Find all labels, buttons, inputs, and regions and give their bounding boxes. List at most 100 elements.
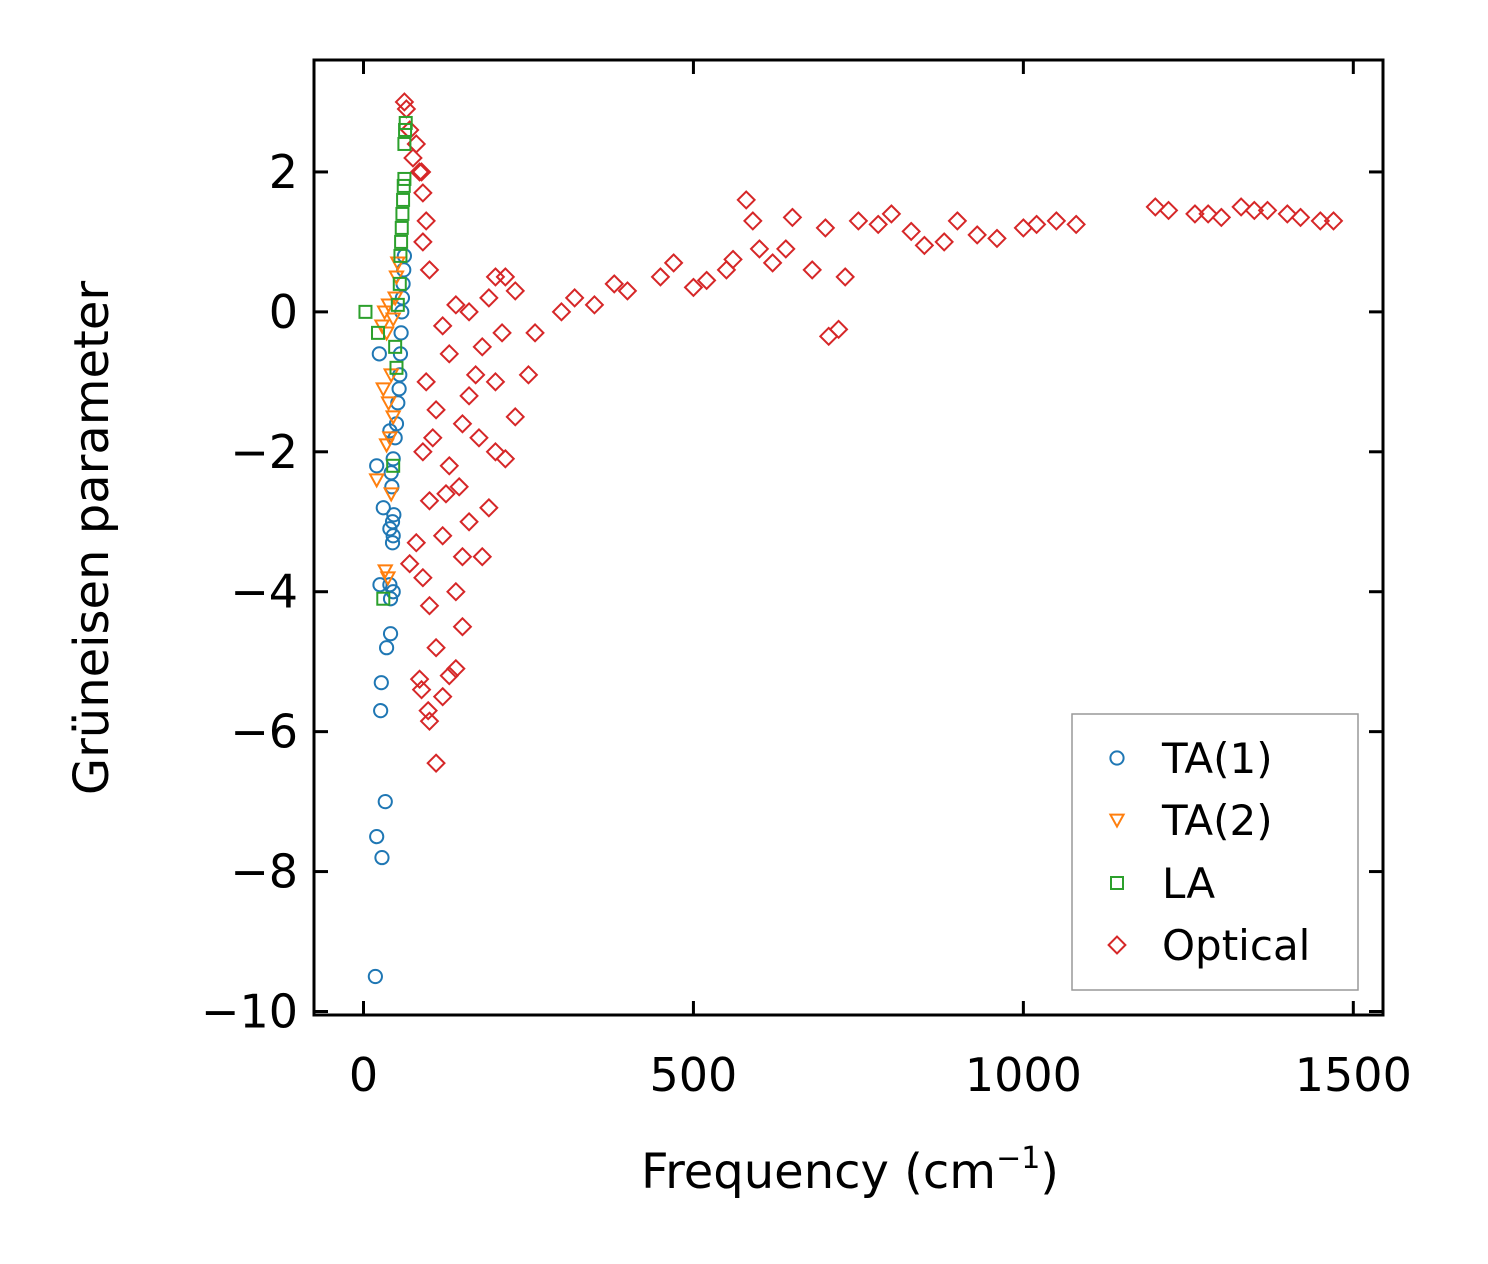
data-point [1257,200,1278,221]
data-point [386,458,401,473]
data-point [1277,204,1298,224]
x-axis-title-superscript: −1 [996,1141,1040,1176]
data-point [406,532,427,553]
data-point [1185,204,1205,224]
data-point [384,312,402,328]
data-point [411,162,432,182]
data-point [469,427,489,448]
data-point [987,228,1007,249]
data-point [495,267,516,287]
data-point [419,490,440,511]
data-point [384,535,401,551]
data-point [775,239,796,259]
data-point [934,232,954,252]
data-point [380,396,397,412]
data-point [1145,197,1166,217]
data-point [551,302,572,322]
data-point [465,365,486,385]
data-point [399,553,420,574]
data-point [419,595,440,616]
data-point [413,183,433,203]
x-axis-title-suffix: ) [1040,1144,1059,1200]
legend-markers [1107,750,1127,955]
data-point [848,211,869,231]
legend-label-optical: Optical [1162,921,1310,970]
data-point [828,319,849,340]
data-point [518,365,539,385]
legend-frame [1071,713,1359,991]
data-point [411,679,432,700]
data-point [881,204,902,224]
data-point [422,427,443,448]
data-point [393,248,408,263]
data-point [426,637,446,658]
data-point [373,703,389,719]
data-point [419,260,440,280]
data-point [439,665,460,686]
data-point [382,521,398,537]
data-point [373,675,389,691]
data-point [371,346,387,362]
y-tick-label: −6 [230,705,298,759]
data-point [868,214,889,235]
data-point [396,192,411,207]
data-point [384,410,402,426]
data-point [426,753,446,773]
data-point [967,225,987,245]
data-point [416,372,436,392]
data-point [432,525,453,546]
data-point [564,288,585,308]
y-tick-labels: 2 0 −2 −4 −6 −8 −10 [201,145,298,1039]
legend-label-ta2: TA(2) [1161,796,1273,845]
data-point [449,476,469,497]
data-point [479,497,499,518]
data-point [394,220,409,235]
legend-marker-la [1110,876,1124,890]
x-tick-label: 500 [650,1048,738,1102]
data-point [1158,200,1179,221]
legend-marker-ta-1 [1109,750,1125,766]
data-point [386,507,402,523]
data-point [446,295,466,315]
data-point [377,794,393,810]
data-point [432,316,453,336]
data-point [901,221,922,242]
data-point [395,206,410,221]
data-point [394,92,415,112]
data-point [459,302,479,322]
data-point [367,968,383,985]
data-point [388,339,403,354]
data-point [436,483,456,504]
data-point [426,400,446,420]
data-point [452,413,473,434]
data-point [376,305,393,321]
data-point [384,514,401,530]
data-point [749,239,770,259]
legend-label-ta1: TA(1) [1161,734,1273,783]
data-point [815,218,836,238]
data-point [389,256,407,272]
data-point [762,253,783,273]
data-point [379,571,397,587]
data-point [663,253,684,273]
plot-frame [312,58,1385,1017]
data-point [1066,214,1086,235]
data-point [452,616,473,637]
data-point [375,500,391,516]
data-point [413,567,433,588]
x-tick-label: 1000 [965,1048,1082,1102]
data-point [459,511,479,532]
y-tick-label: 0 [269,285,298,339]
data-point [802,260,823,280]
tick-layer [314,60,1383,1015]
data-point [394,234,409,249]
data-point [376,591,391,606]
data-point [439,344,460,364]
data-point [485,441,506,462]
legend-label-la: LA [1162,859,1215,908]
data-point [743,211,763,231]
data-point [683,277,704,298]
data-point [446,658,466,679]
